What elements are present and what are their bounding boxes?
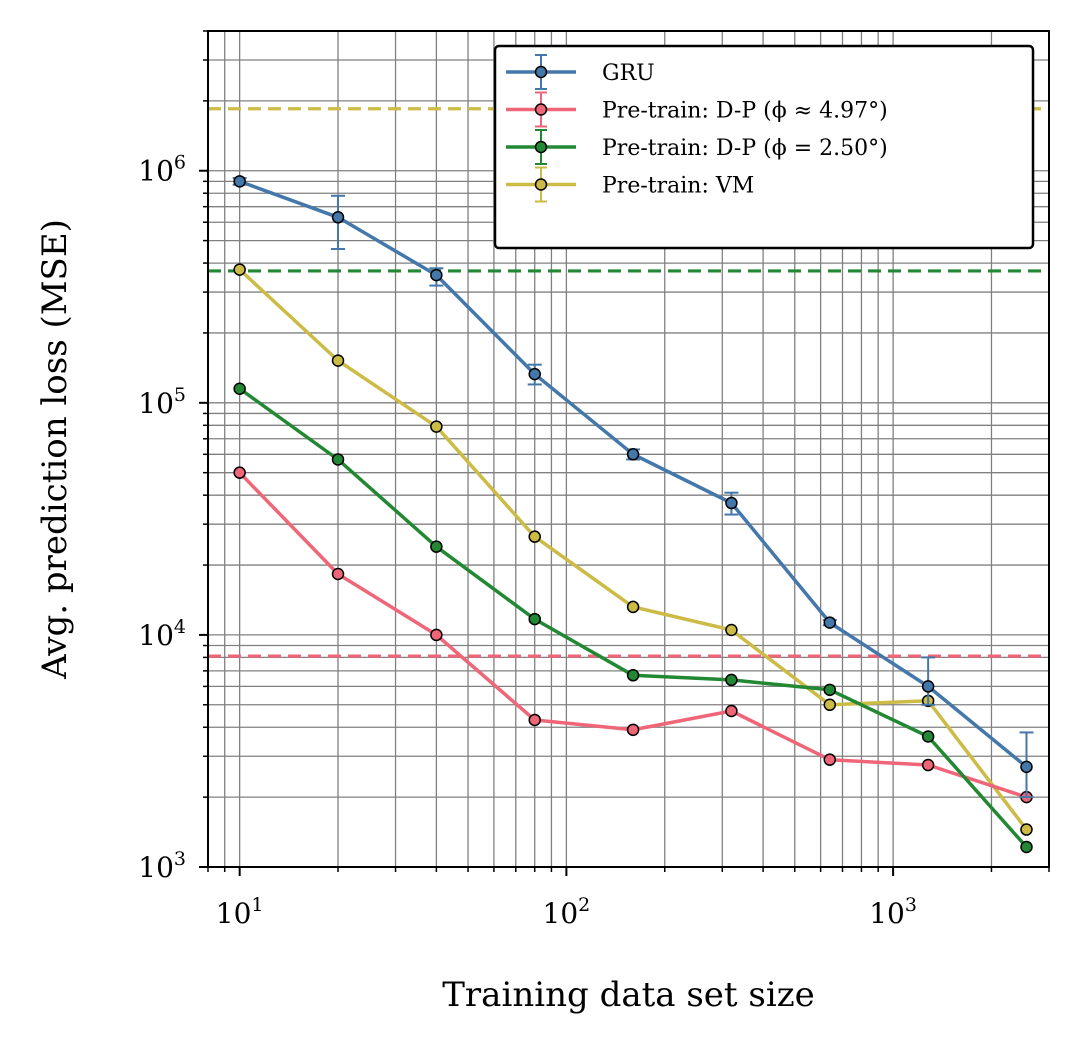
data-point bbox=[626, 669, 640, 682]
x-tick-label: 101 bbox=[216, 894, 264, 930]
y-tick-label: 103 bbox=[138, 848, 186, 884]
data-point bbox=[430, 628, 443, 642]
data-point bbox=[823, 616, 837, 629]
y-tick-label: 105 bbox=[138, 384, 186, 420]
data-point bbox=[331, 453, 345, 466]
data-point bbox=[725, 704, 738, 718]
data-point bbox=[626, 600, 640, 614]
data-point bbox=[725, 673, 738, 687]
data-point bbox=[331, 354, 345, 367]
data-point bbox=[233, 466, 246, 479]
data-point bbox=[1020, 760, 1033, 774]
series-group bbox=[233, 382, 1033, 854]
data-point bbox=[528, 713, 541, 727]
data-point bbox=[528, 367, 541, 381]
legend-swatch-marker bbox=[534, 65, 548, 79]
data-point bbox=[1020, 840, 1033, 854]
legend-label: Pre-train: VM bbox=[602, 174, 754, 199]
data-point bbox=[233, 263, 246, 276]
legend-label: Pre-train: D-P (ϕ ≈ 4.97°) bbox=[602, 99, 888, 124]
data-point bbox=[430, 420, 443, 433]
legend-label: GRU bbox=[602, 61, 655, 86]
data-point bbox=[626, 723, 640, 737]
data-point bbox=[528, 530, 541, 543]
legend-swatch-marker bbox=[534, 178, 548, 191]
series-group bbox=[233, 263, 1033, 836]
y-axis-title: Avg. prediction loss (MSE) bbox=[35, 219, 75, 680]
legend-box bbox=[493, 44, 1035, 250]
axis-ticks: 101 102 103 103 104 105 106 bbox=[138, 30, 1050, 930]
plot-frame bbox=[207, 30, 1050, 868]
data-point bbox=[1020, 823, 1033, 836]
data-point bbox=[725, 623, 738, 637]
data-point bbox=[331, 567, 345, 581]
x-tick-label: 103 bbox=[869, 894, 917, 930]
legend-entry: Pre-train: D-P (ϕ = 2.50°) bbox=[506, 129, 888, 165]
series-group bbox=[232, 175, 1034, 799]
data-point bbox=[921, 730, 935, 743]
data-point bbox=[233, 175, 246, 188]
data-point bbox=[921, 680, 935, 693]
data-point bbox=[331, 211, 345, 224]
legend-entry: Pre-train: VM bbox=[506, 166, 754, 203]
legend-swatch-marker bbox=[534, 103, 548, 116]
series-line bbox=[238, 268, 1028, 831]
data-point bbox=[921, 758, 935, 772]
legend: GRU Pre-train: D-P (ϕ ≈ 4.97°) Pre-train: … bbox=[493, 44, 1035, 250]
data-point bbox=[823, 698, 837, 712]
data-point bbox=[626, 448, 640, 461]
data-point bbox=[823, 753, 837, 766]
series bbox=[232, 175, 1034, 854]
x-tick-label: 102 bbox=[543, 894, 591, 930]
data-point bbox=[430, 540, 443, 553]
data-point bbox=[823, 683, 837, 697]
data-point bbox=[725, 496, 738, 510]
y-tick-label: 104 bbox=[138, 616, 186, 652]
legend-label: Pre-train: D-P (ϕ = 2.50°) bbox=[602, 136, 888, 161]
data-point bbox=[430, 268, 443, 282]
data-point bbox=[528, 612, 541, 626]
x-axis-title: Training data set size bbox=[442, 975, 815, 1015]
legend-entry: GRU bbox=[506, 54, 655, 90]
legend-entry: Pre-train: D-P (ϕ ≈ 4.97°) bbox=[506, 91, 888, 128]
legend-swatch-marker bbox=[534, 140, 548, 154]
y-tick-label: 106 bbox=[138, 152, 186, 188]
data-point bbox=[233, 382, 246, 395]
